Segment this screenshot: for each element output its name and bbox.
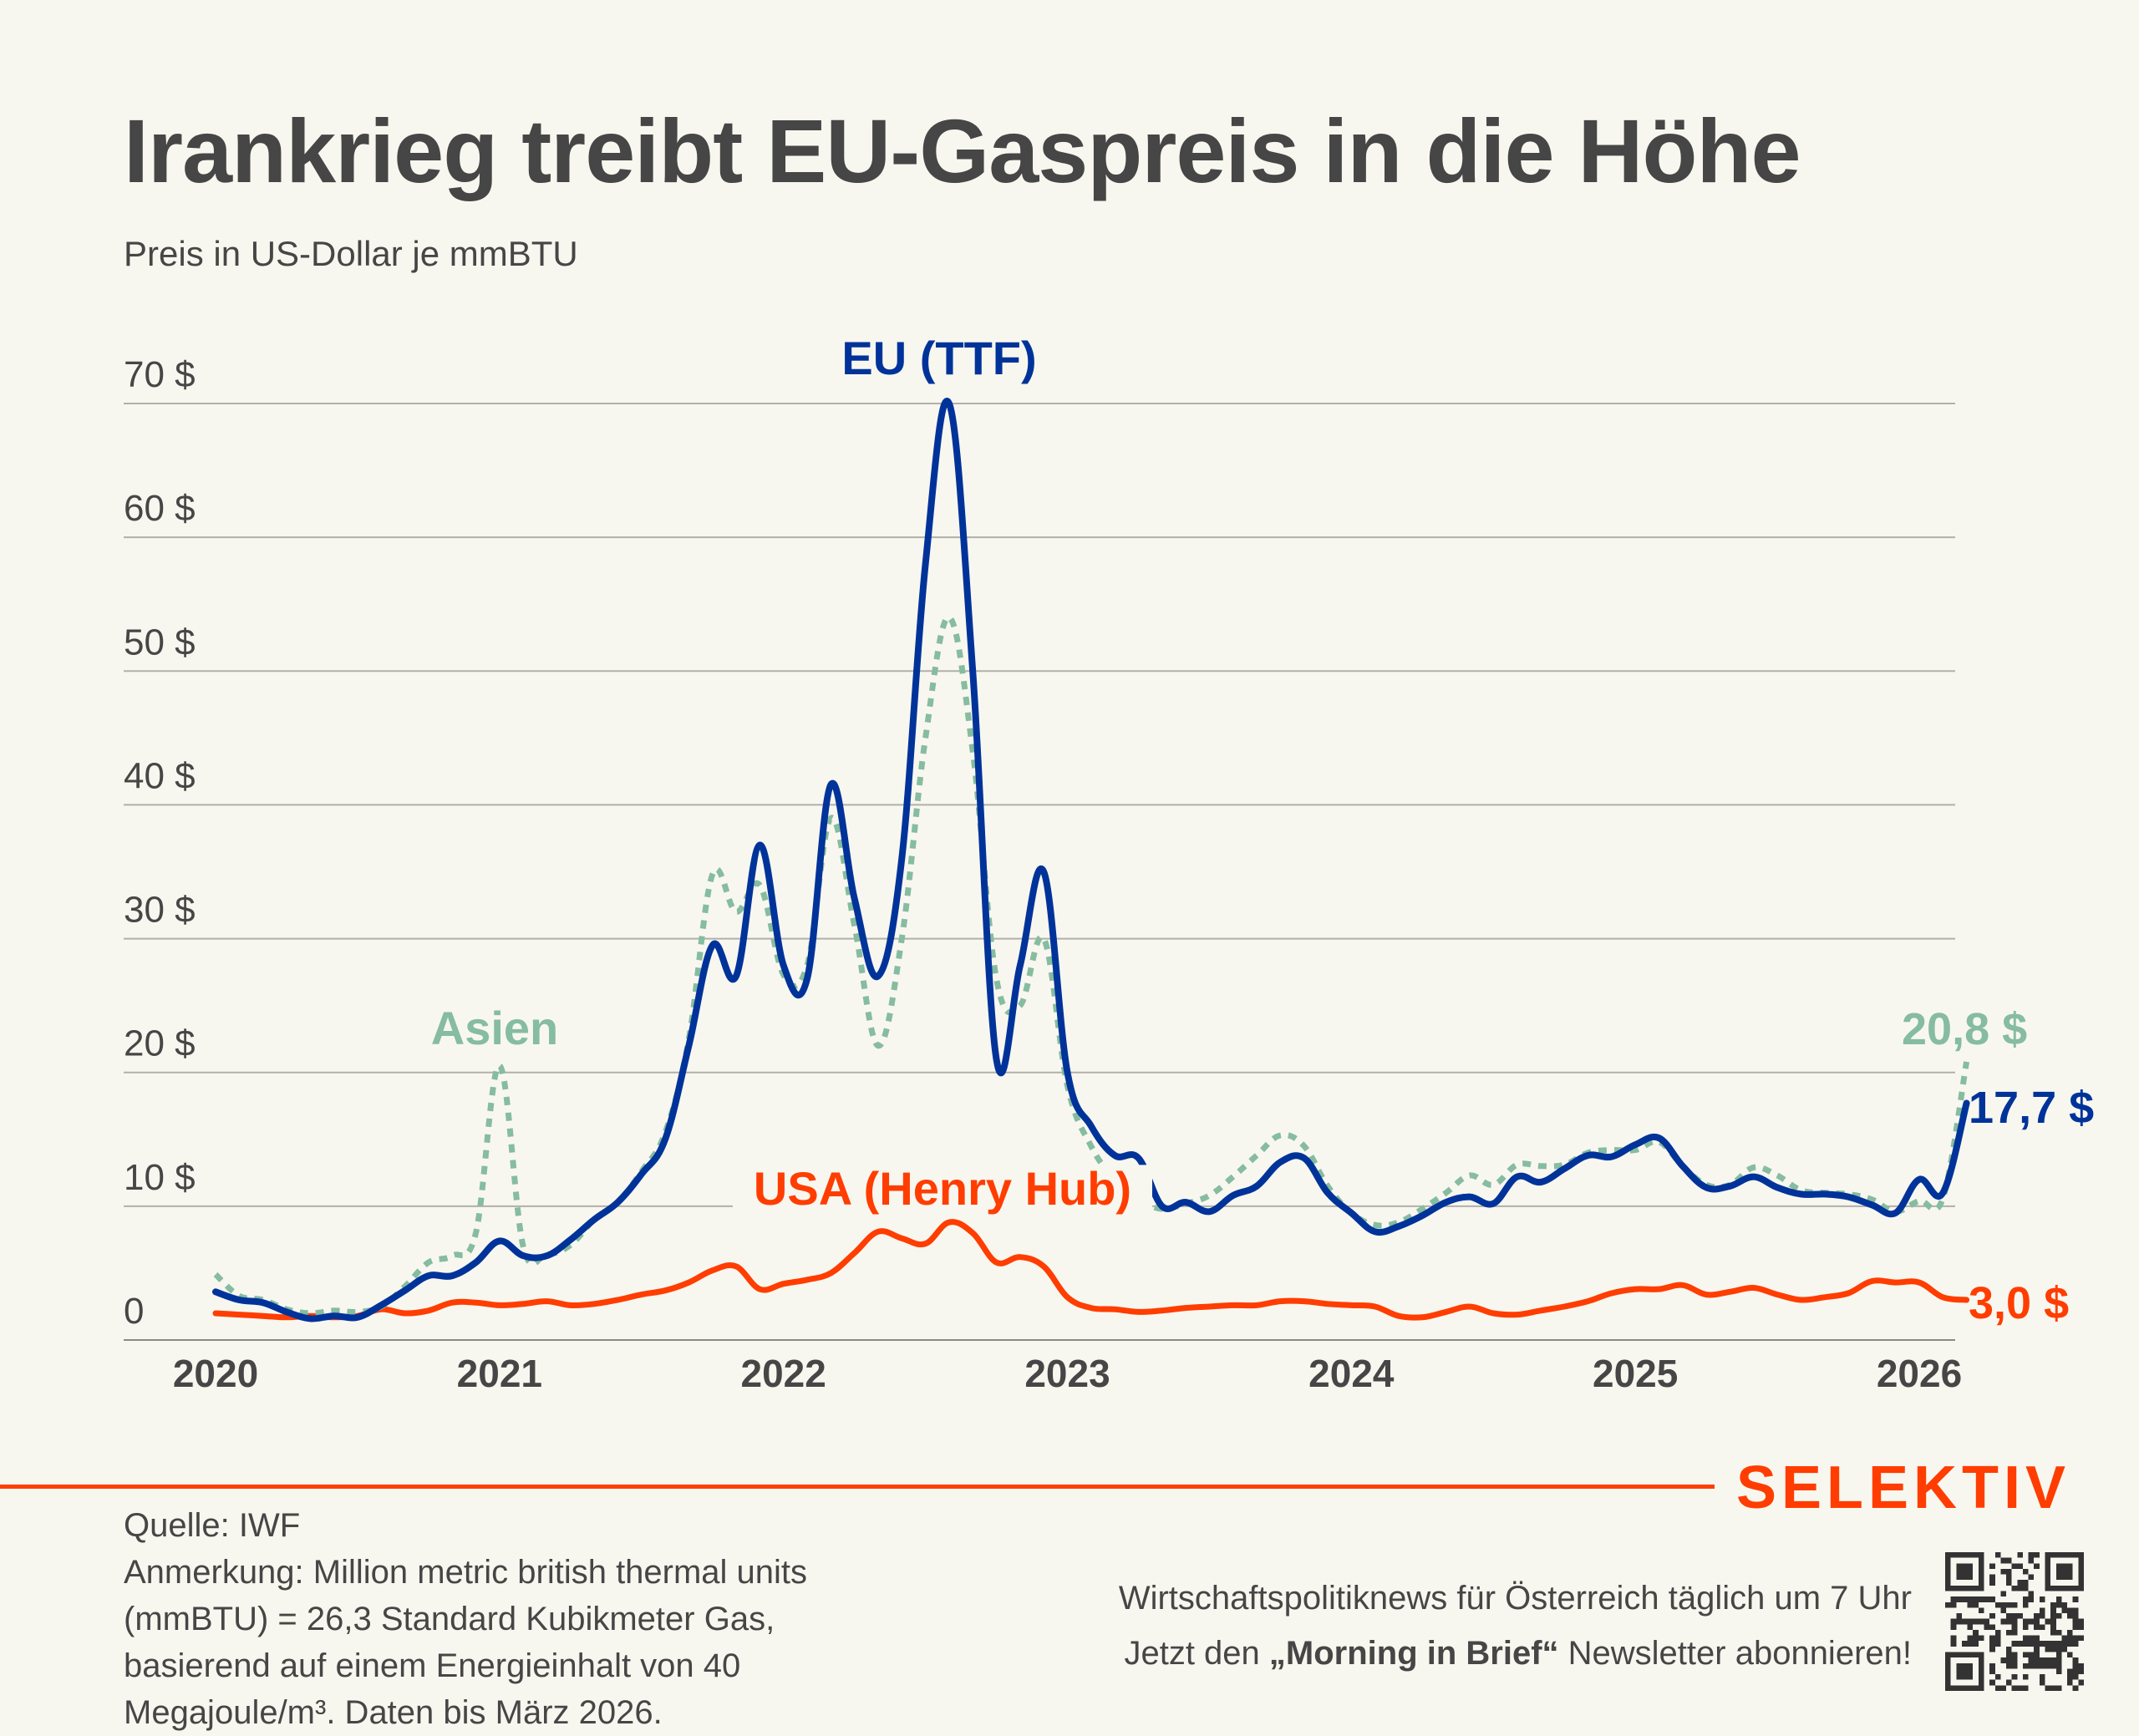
end-label-asien: 20,8 $ xyxy=(1902,1004,2027,1054)
line-chart: 010 $20 $30 $40 $50 $60 $70 $ 2020 2021 20… xyxy=(124,332,2094,1395)
brand-logo: SELEKTIV xyxy=(1736,1454,2071,1521)
promo-line-2[interactable]: Jetzt den „Morning in Brief“ Newsletter … xyxy=(1119,1626,1912,1681)
qr-code-icon[interactable] xyxy=(1945,1552,2084,1691)
footer-divider xyxy=(0,1485,1715,1489)
series-labels: EU (TTF) Asien USA (Henry Hub) 20,8 $ 17,7 $… xyxy=(431,332,2094,1328)
note-line: Megajoule/m³. Daten bis März 2026. xyxy=(124,1694,663,1731)
y-tick-label: 60 $ xyxy=(124,488,196,529)
newsletter-promo: Wirtschaftspolitiknews für Österreich tä… xyxy=(1119,1571,1912,1681)
y-tick-label: 30 $ xyxy=(124,890,196,931)
note-line: basierend auf einem Energieinhalt von 40 xyxy=(124,1647,741,1684)
x-axis-ticks: 2020 2021 2022 2023 2024 2025 2026 xyxy=(173,1352,1962,1395)
series-label-asien: Asien xyxy=(431,1002,559,1054)
x-tick-label: 2020 xyxy=(173,1352,258,1395)
promo-suffix: Newsletter abonnieren! xyxy=(1558,1635,1912,1672)
series-lines xyxy=(212,398,1970,1322)
x-tick-label: 2022 xyxy=(740,1352,826,1395)
y-tick-label: 40 $ xyxy=(124,755,196,796)
chart-title: Irankrieg treibt EU-Gaspreis in die Höhe xyxy=(124,100,1801,201)
end-label-usa-henry-hub: 3,0 $ xyxy=(1969,1278,2069,1328)
chart-subtitle: Preis in US-Dollar je mmBTU xyxy=(124,234,578,273)
y-tick-label: 70 $ xyxy=(124,354,196,395)
y-tick-label: 50 $ xyxy=(124,622,196,662)
source-text: Quelle: IWF xyxy=(124,1507,301,1544)
series-line-usa-henry-hub xyxy=(212,1219,1970,1321)
series-line-eu-ttf xyxy=(212,398,1970,1322)
x-tick-label: 2025 xyxy=(1593,1352,1678,1395)
label-background xyxy=(733,1165,1152,1216)
x-tick-label: 2026 xyxy=(1877,1352,1962,1395)
promo-prefix: Jetzt den xyxy=(1124,1635,1269,1672)
end-label-eu-ttf: 17,7 $ xyxy=(1969,1083,2094,1133)
note-line: (mmBTU) = 26,3 Standard Kubikmeter Gas, xyxy=(124,1601,775,1637)
y-tick-label: 20 $ xyxy=(124,1023,196,1064)
gridlines xyxy=(124,403,1955,1341)
x-tick-label: 2023 xyxy=(1024,1352,1110,1395)
series-label-eu-ttf: EU (TTF) xyxy=(841,332,1036,384)
y-axis-ticks: 0 10 $ 20 $ 30 $ 40 $ 50 $ 60 $ 70 $ xyxy=(124,354,196,1332)
newsletter-name[interactable]: „Morning in Brief“ xyxy=(1268,1635,1559,1672)
source-notes: Quelle: IWF Anmerkung: Million metric br… xyxy=(124,1502,959,1736)
promo-line-1: Wirtschaftspolitiknews für Österreich tä… xyxy=(1118,1580,1912,1617)
x-tick-label: 2024 xyxy=(1308,1352,1395,1395)
y-tick-label: 0 xyxy=(124,1291,144,1332)
note-line: Anmerkung: Million metric british therma… xyxy=(124,1554,808,1591)
y-tick-label: 10 $ xyxy=(124,1157,196,1198)
x-tick-label: 2021 xyxy=(457,1352,542,1395)
series-label-usa-henry-hub: USA (Henry Hub) xyxy=(754,1162,1131,1215)
